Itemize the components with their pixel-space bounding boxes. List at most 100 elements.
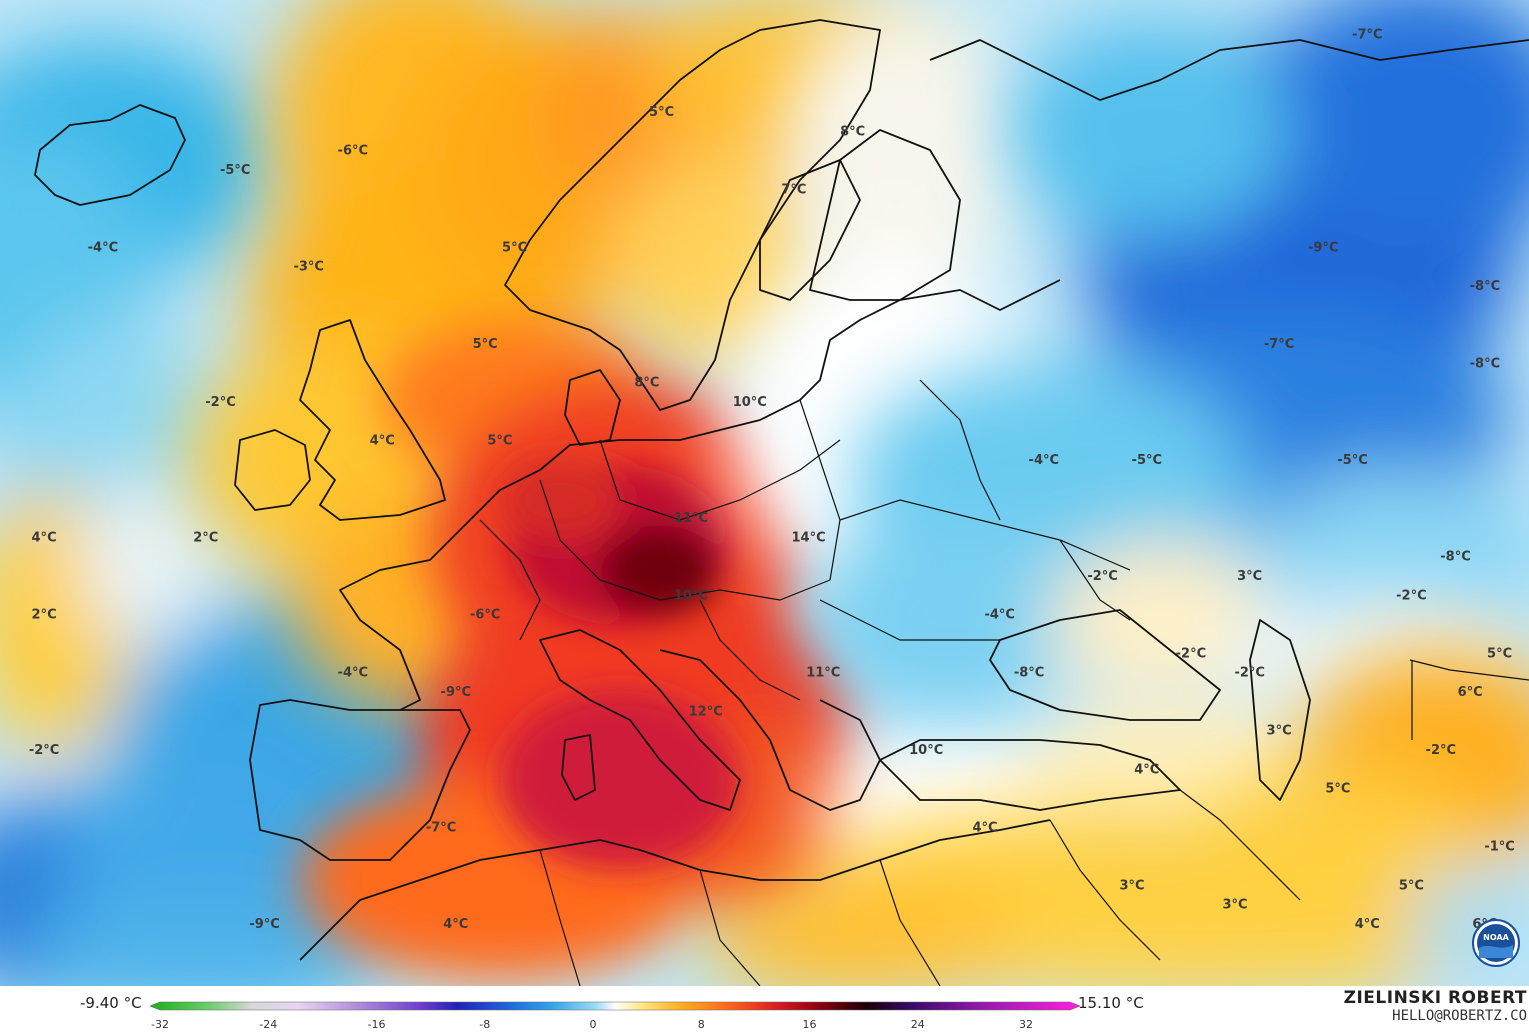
temperature-label: -2°C xyxy=(29,743,59,758)
temperature-label: 5°C xyxy=(487,434,512,449)
colorbar-ticks: -32 -24 -16 -8 0 8 16 24 32 xyxy=(151,1018,1033,1034)
temperature-label: -4°C xyxy=(338,666,368,681)
temperature-label: -4°C xyxy=(984,608,1014,623)
iceland-coast xyxy=(34,104,186,206)
temperature-label: 4°C xyxy=(443,917,468,932)
sardinia xyxy=(561,734,596,801)
temperature-label: 5°C xyxy=(1325,782,1350,797)
ireland-coast xyxy=(234,429,311,511)
brand-email: HELLO@ROBERTZ.CO xyxy=(1392,1008,1527,1024)
colorbar-tick: -24 xyxy=(259,1018,278,1031)
brand-name: ZIELINSKI ROBERT xyxy=(1343,988,1527,1008)
colorbar-tick: 0 xyxy=(589,1018,597,1031)
scandinavia-coast xyxy=(504,19,881,411)
italy-coast xyxy=(539,629,741,811)
temperature-anomaly-map: 5°C -6°C -5°C 8°C 7°C -4°C -3°C 5°C -7°C -9°C -8°C… xyxy=(0,0,1529,986)
temperature-label: 8°C xyxy=(840,124,865,139)
britain-coast xyxy=(299,319,446,521)
temperature-label: -2°C xyxy=(1087,569,1117,584)
temperature-label: 5°C xyxy=(1399,878,1424,893)
temperature-label: -7°C xyxy=(426,820,456,835)
black-sea xyxy=(989,609,1221,721)
temperature-label: 3°C xyxy=(1237,569,1262,584)
borders xyxy=(479,379,1529,986)
temperature-label: -6°C xyxy=(338,144,368,159)
noaa-logo-graphic: NOAA xyxy=(1472,919,1520,967)
temperature-label: 10°C xyxy=(674,588,708,603)
colorbar-tick: 16 xyxy=(802,1018,817,1031)
colorbar-tick: 24 xyxy=(910,1018,925,1031)
turkey-coast xyxy=(879,739,1181,811)
temperature-label: -9°C xyxy=(441,685,471,700)
temperature-label: 11°C xyxy=(674,511,708,526)
temperature-label: -9°C xyxy=(1308,240,1338,255)
temperature-label: -6°C xyxy=(470,608,500,623)
temperature-label: 5°C xyxy=(502,240,527,255)
temperature-label: 6°C xyxy=(1458,685,1483,700)
colorbar-tick: -32 xyxy=(151,1018,169,1031)
temperature-label: 4°C xyxy=(1355,917,1380,932)
temperature-label: -2°C xyxy=(205,395,235,410)
temperature-label: -5°C xyxy=(220,163,250,178)
temperature-label: 3°C xyxy=(1267,724,1292,739)
temperature-label: -7°C xyxy=(1264,337,1294,352)
temperature-label: -2°C xyxy=(1396,588,1426,603)
caspian-sea xyxy=(1249,619,1311,801)
colorbar-panel: -9.40 °C xyxy=(0,986,1529,1035)
temperature-label: 4°C xyxy=(972,820,997,835)
temperature-label: 14°C xyxy=(792,530,826,545)
colorbar-tick: 32 xyxy=(1019,1018,1033,1031)
temperature-label: -4°C xyxy=(88,240,118,255)
colorbar-tick: -16 xyxy=(367,1018,386,1031)
temperature-label: -8°C xyxy=(1470,279,1500,294)
temperature-label: -8°C xyxy=(1440,550,1470,565)
finland-coast xyxy=(809,129,961,301)
temperature-label: 10°C xyxy=(733,395,767,410)
temperature-label: -3°C xyxy=(293,260,323,275)
temperature-label: -8°C xyxy=(1014,666,1044,681)
colorbar-tick: -8 xyxy=(479,1018,491,1031)
continent-north-coast xyxy=(469,279,1061,521)
max-value: 15.10 °C xyxy=(1078,994,1144,1012)
temperature-label: 2°C xyxy=(32,608,57,623)
temperature-label: 12°C xyxy=(689,704,723,719)
arctic-coast xyxy=(929,39,1529,101)
temperature-label: -5°C xyxy=(1132,453,1162,468)
temperature-label: -2°C xyxy=(1426,743,1456,758)
coastlines xyxy=(34,19,1529,961)
temperature-label: 5°C xyxy=(473,337,498,352)
temperature-label: -7°C xyxy=(1352,28,1382,43)
iberia-coast xyxy=(249,699,471,861)
temperature-label: 5°C xyxy=(1487,646,1512,661)
colorbar-gradient xyxy=(150,1001,1080,1011)
temperature-label: -1°C xyxy=(1484,840,1514,855)
colorbar xyxy=(150,1001,1080,1011)
temperature-label: -5°C xyxy=(1337,453,1367,468)
denmark xyxy=(564,369,621,446)
temperature-label: 4°C xyxy=(1134,762,1159,777)
temperature-label: 5°C xyxy=(649,105,674,120)
temperature-label: 3°C xyxy=(1119,878,1144,893)
temperature-label: -8°C xyxy=(1470,356,1500,371)
temperature-label: 3°C xyxy=(1222,898,1247,913)
temperature-label: 10°C xyxy=(909,743,943,758)
north-africa-coast xyxy=(299,819,1051,961)
temperature-label: -2°C xyxy=(1176,646,1206,661)
temperature-label: -9°C xyxy=(249,917,279,932)
noaa-logo: NOAA xyxy=(1471,918,1521,968)
temperature-label: 4°C xyxy=(370,434,395,449)
balkans-coast xyxy=(659,649,881,811)
france-coast xyxy=(339,519,471,711)
temperature-label: 4°C xyxy=(32,530,57,545)
colorbar-tick: 8 xyxy=(697,1018,705,1031)
temperature-label: -4°C xyxy=(1029,453,1059,468)
temperature-label: -2°C xyxy=(1234,666,1264,681)
brand-block: ZIELINSKI ROBERT HELLO@ROBERTZ.CO xyxy=(1344,988,1527,1024)
temperature-labels: 5°C -6°C -5°C 8°C 7°C -4°C -3°C 5°C -7°C -9°C -8°C… xyxy=(29,28,1515,932)
temperature-label: 8°C xyxy=(634,376,659,391)
temperature-label: 7°C xyxy=(781,182,806,197)
temperature-field xyxy=(0,0,1529,986)
gulf-bothnia xyxy=(759,159,861,301)
min-value: -9.40 °C xyxy=(80,994,142,1012)
temperature-label: 11°C xyxy=(806,666,840,681)
